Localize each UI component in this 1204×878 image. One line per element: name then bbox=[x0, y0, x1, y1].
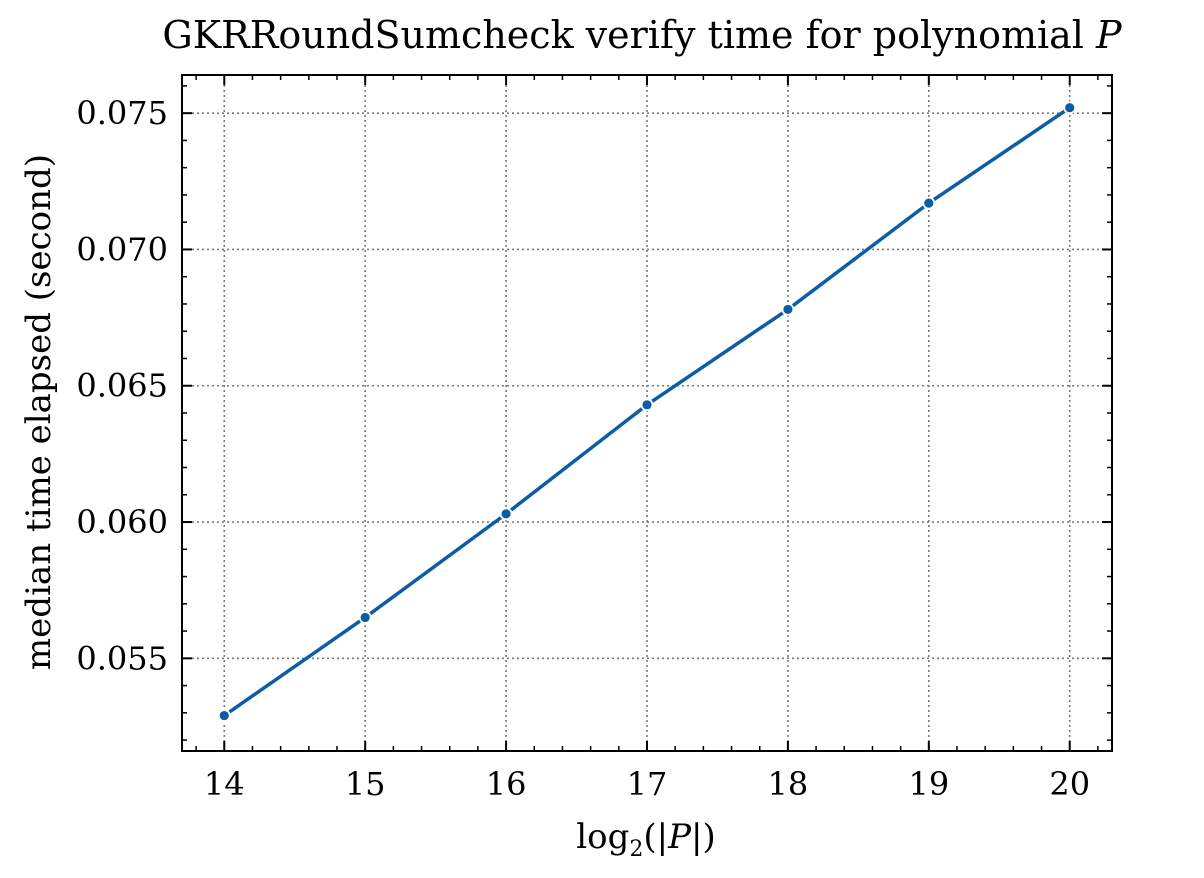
tick-labels: 14 15 16 17 18 19 20 0.055 0.060 0.065 0.070 0.075 bbox=[76, 94, 1090, 803]
y-tick-label-0.075: 0.075 bbox=[76, 94, 168, 132]
x-tick-label-16: 16 bbox=[486, 765, 527, 803]
data-point-15 bbox=[358, 611, 372, 624]
x-axis-label-close: |) bbox=[691, 817, 716, 857]
plot-frame bbox=[181, 74, 1113, 752]
x-axis-label-variable: P bbox=[667, 817, 692, 857]
x-axis-label-subscript: 2 bbox=[629, 837, 643, 862]
data-point-16 bbox=[499, 507, 513, 521]
data-point-17 bbox=[640, 398, 654, 412]
x-axis-label-open: (| bbox=[643, 817, 668, 857]
series bbox=[217, 101, 1077, 722]
chart-title: GKRRoundSumcheck verify time for polynom… bbox=[162, 13, 1123, 57]
data-point-14 bbox=[217, 709, 231, 722]
grid bbox=[182, 75, 1112, 751]
y-tick-label-0.060: 0.060 bbox=[76, 503, 168, 541]
x-tick-label-20: 20 bbox=[1049, 765, 1090, 803]
x-tick-label-19: 19 bbox=[908, 765, 949, 803]
data-point-18 bbox=[781, 303, 795, 316]
data-point-19 bbox=[922, 196, 936, 210]
x-tick-label-17: 17 bbox=[627, 765, 668, 803]
y-tick-label-0.055: 0.055 bbox=[76, 639, 168, 677]
y-tick-label-0.070: 0.070 bbox=[76, 230, 168, 268]
x-axis-label-log: log bbox=[576, 817, 629, 857]
x-tick-label-18: 18 bbox=[768, 765, 809, 803]
x-tick-label-15: 15 bbox=[345, 765, 386, 803]
y-axis-label: median time elapsed (second) bbox=[19, 154, 59, 670]
data-point-20 bbox=[1063, 101, 1077, 115]
x-axis-label: log2(|P|) bbox=[576, 817, 715, 862]
x-tick-label-14: 14 bbox=[204, 765, 245, 803]
y-tick-label-0.065: 0.065 bbox=[76, 367, 168, 405]
chart-title-variable: P bbox=[1095, 13, 1123, 57]
chart-title-main: GKRRoundSumcheck verify time for polynom… bbox=[162, 13, 1096, 57]
